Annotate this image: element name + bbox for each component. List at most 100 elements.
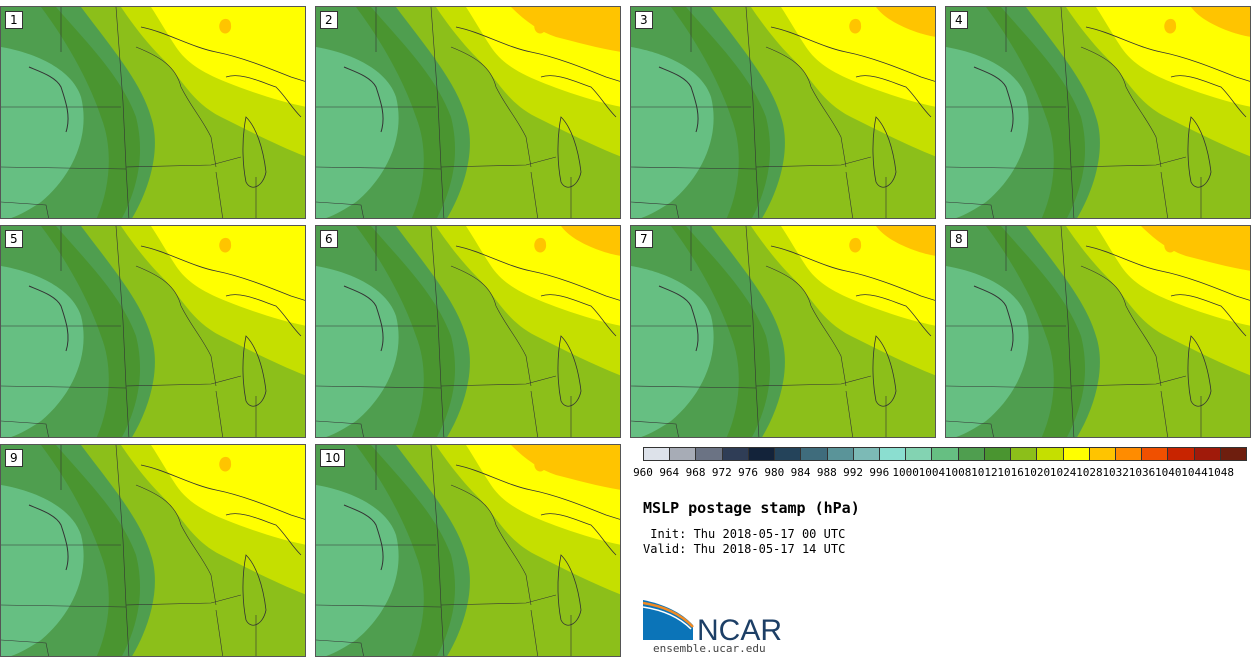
- map-boundary-line: [343, 504, 384, 571]
- panel-member-label: 3: [635, 11, 653, 29]
- map-boundary-line: [343, 285, 384, 352]
- valid-time: Valid: Thu 2018-05-17 14 UTC: [643, 542, 846, 556]
- map-pressure-band: [41, 226, 141, 437]
- map-boundary-line: [755, 375, 872, 387]
- map-panel: 4: [945, 6, 1251, 219]
- map-boundary-line: [242, 116, 267, 188]
- map-boundary-line: [845, 390, 854, 437]
- map-boundary-line: [540, 75, 617, 118]
- map-boundary-line: [430, 7, 445, 218]
- ncar-logo-arc: [643, 601, 694, 628]
- map-boundary-line: [1070, 156, 1187, 168]
- map-pressure-band: [671, 226, 771, 437]
- map-boundary-line: [872, 116, 897, 188]
- colorbar-cell: [801, 448, 828, 460]
- map-pressure-band: [316, 485, 399, 656]
- map-boundary-line: [440, 375, 557, 387]
- panel-member-label: 9: [5, 449, 23, 467]
- map-boundary-line: [631, 420, 679, 437]
- colorbar-tick-label: 1048: [1207, 466, 1234, 479]
- map-boundary-line: [140, 245, 305, 301]
- map-boundary-line: [135, 46, 217, 168]
- map-boundary-line: [557, 335, 582, 407]
- map-boundary-line: [530, 609, 539, 656]
- map-boundary-line: [765, 265, 847, 387]
- map-boundary-line: [1, 385, 127, 389]
- map-boundary-line: [115, 226, 130, 437]
- map-pressure-band: [876, 226, 935, 256]
- map-boundary-line: [631, 385, 757, 389]
- map-boundary-line: [631, 201, 679, 218]
- map-boundary-line: [765, 46, 847, 168]
- colorbar-tick-label: 1044: [1181, 466, 1208, 479]
- colorbar-tick-label: 968: [685, 466, 706, 479]
- map-boundary-line: [28, 285, 69, 352]
- map-boundary-line: [658, 66, 699, 133]
- map-panel: 10: [315, 444, 621, 657]
- colorbar-cell: [670, 448, 697, 460]
- map-pressure-band: [1164, 18, 1177, 34]
- map-boundary-line: [1080, 265, 1162, 387]
- map-boundary-line: [215, 171, 224, 218]
- map-panel: 1: [0, 6, 306, 219]
- map-pressure-band: [1, 266, 84, 437]
- colorbar-tick-label: 1012: [971, 466, 998, 479]
- map-boundary-line: [316, 420, 364, 437]
- colorbar-tick-label: 964: [659, 466, 680, 479]
- map-pressure-band: [1164, 237, 1177, 253]
- map-boundary-line: [125, 594, 242, 606]
- map-boundary-line: [140, 464, 305, 520]
- colorbar-tick-label: 1016: [997, 466, 1024, 479]
- map-pressure-band: [986, 7, 1086, 218]
- logo-url: ensemble.ucar.edu: [653, 642, 766, 655]
- map-pressure-band: [876, 7, 935, 37]
- colorbar-cell: [1011, 448, 1038, 460]
- map-pressure-band: [631, 47, 714, 218]
- colorbar-tick-label: 972: [711, 466, 732, 479]
- map-boundary-line: [450, 46, 532, 168]
- map-boundary-line: [455, 245, 620, 301]
- map-boundary-line: [631, 166, 757, 170]
- map-pressure-band: [356, 7, 456, 218]
- map-boundary-line: [115, 445, 130, 656]
- map-panel: 5: [0, 225, 306, 438]
- map-boundary-line: [215, 609, 224, 656]
- colorbar: [643, 447, 1247, 461]
- map-pressure-band: [1141, 226, 1250, 271]
- map-boundary-line: [1, 604, 127, 608]
- map-pressure-band: [561, 226, 620, 256]
- colorbar-cell: [1142, 448, 1169, 460]
- map-boundary-line: [440, 594, 557, 606]
- map-boundary-line: [1085, 26, 1250, 82]
- panel-member-label: 8: [950, 230, 968, 248]
- map-boundary-line: [973, 285, 1014, 352]
- colorbar-tick-label: 976: [738, 466, 758, 479]
- map-boundary-line: [1, 420, 49, 437]
- colorbar-tick-label: 1004: [918, 466, 946, 479]
- map-panel: 6: [315, 225, 621, 438]
- colorbar-tick-label: 996: [869, 466, 890, 479]
- map-pressure-band: [1, 485, 84, 656]
- map-boundary-line: [115, 7, 130, 218]
- map-boundary-line: [125, 375, 242, 387]
- map-boundary-line: [440, 156, 557, 168]
- map-pressure-band: [41, 7, 141, 218]
- colorbar-tick-label: 992: [843, 466, 864, 479]
- colorbar-tick-label: 988: [816, 466, 837, 479]
- map-pressure-band: [671, 7, 771, 218]
- colorbar-cell: [906, 448, 933, 460]
- map-pressure-band: [151, 226, 305, 326]
- colorbar-cell: [1115, 448, 1143, 460]
- map-boundary-line: [28, 504, 69, 571]
- map-boundary-line: [242, 554, 267, 626]
- map-boundary-line: [455, 26, 620, 82]
- map-boundary-line: [1160, 390, 1169, 437]
- map-boundary-line: [946, 420, 994, 437]
- map-boundary-line: [755, 156, 872, 168]
- colorbar-tick-label: 980: [764, 466, 785, 479]
- map-pressure-band: [316, 47, 399, 218]
- colorbar-cell: [1063, 448, 1090, 460]
- map-boundary-line: [946, 201, 994, 218]
- map-boundary-line: [1187, 335, 1212, 407]
- map-boundary-line: [1, 639, 49, 656]
